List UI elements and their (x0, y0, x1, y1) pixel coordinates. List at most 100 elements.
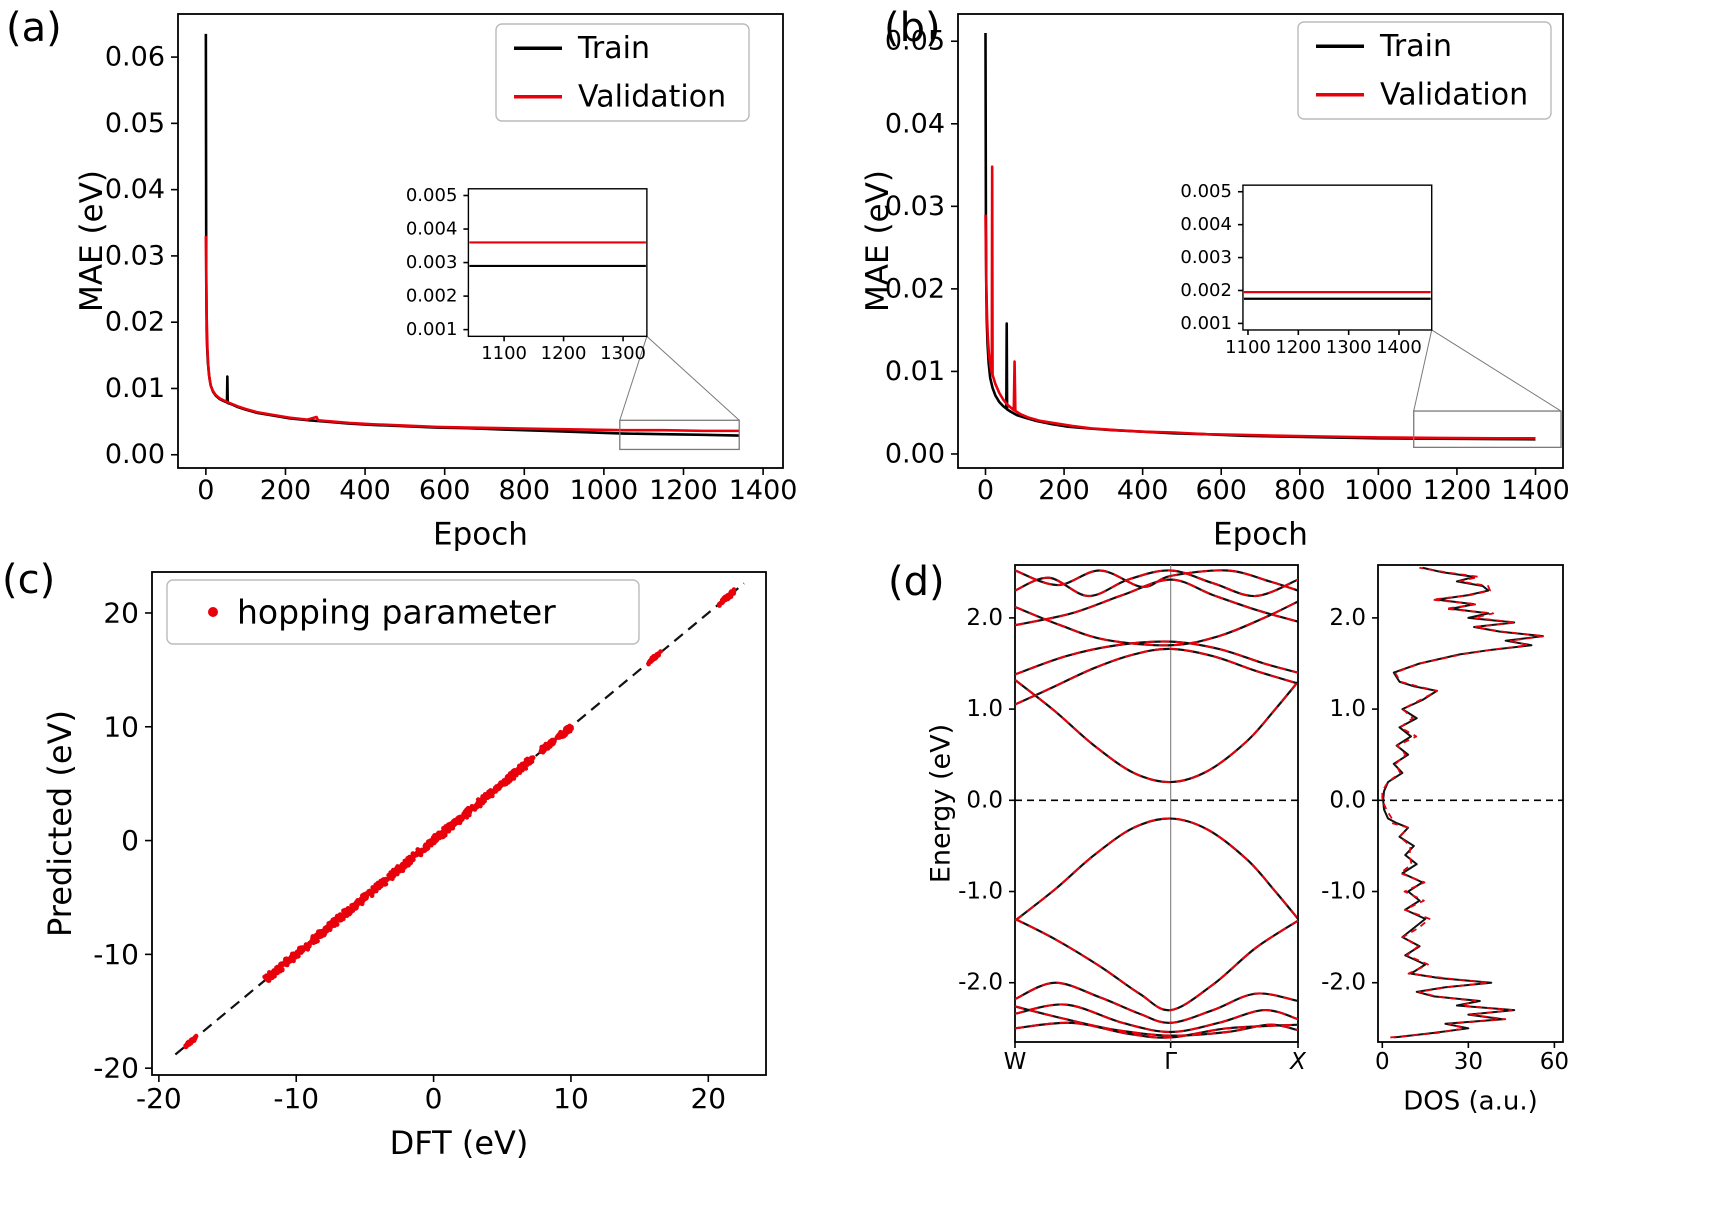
band-pred (1015, 1005, 1298, 1037)
y-tick-label: 0.00 (885, 438, 945, 469)
dos-pred (1381, 566, 1545, 1039)
y-tick-label: -1.0 (958, 879, 1003, 905)
y-tick-label: 20 (103, 596, 139, 629)
x-axis-label: Epoch (433, 516, 528, 552)
legend-marker-dot (208, 607, 218, 617)
validation-curve (984, 165, 1536, 440)
band-pred (1015, 679, 1298, 784)
x-tick-label: 1100 (481, 343, 527, 364)
y-axis-label: Predicted (eV) (41, 710, 79, 937)
y-tick-label: 0.04 (105, 174, 165, 205)
y-tick-label: 0.001 (1180, 313, 1232, 334)
x-tick-label: 400 (339, 475, 391, 506)
x-tick-label: 800 (1274, 475, 1326, 506)
y-tick-label: 0.003 (1180, 247, 1232, 268)
y-tick-label: 10 (103, 710, 139, 743)
panel-d_bands-chart: W Γ X 2.0 1.0 0.0 -1.0 -2.0 Energy (eV) (926, 564, 1307, 1075)
dos-plot-area (1378, 566, 1563, 1039)
y-tick-label: 0.0 (966, 787, 1003, 813)
x-tick-label: 1300 (600, 343, 646, 364)
y-tick-label: 0.0 (1329, 787, 1366, 813)
x-tick-label: 0 (977, 475, 994, 506)
x-tick-label: Γ (1164, 1049, 1177, 1075)
zoom-indicator-rect (619, 419, 740, 451)
x-tick-label: 1400 (729, 475, 798, 506)
y-tick-label: 1.0 (1329, 696, 1366, 722)
x-tick-label: 1400 (1376, 337, 1422, 358)
y-tick-label: 0.05 (885, 26, 945, 57)
band-pred (1015, 569, 1298, 592)
y-tick-label: 0.01 (885, 356, 945, 387)
x-tick-label: 1200 (1275, 337, 1321, 358)
panel-b-label: (b) (884, 5, 941, 51)
band-pred (1015, 1003, 1298, 1033)
y-tick-label: 0.04 (885, 108, 945, 139)
band-pred (1015, 600, 1298, 647)
band-pred (1015, 917, 1298, 1012)
band-pred (1015, 981, 1298, 1024)
x-tick-label: 1100 (1225, 337, 1271, 358)
x-tick-label: X (1289, 1049, 1307, 1075)
x-tick-label: 0 (1375, 1049, 1390, 1075)
x-tick-label: 1400 (1501, 475, 1570, 506)
y-tick-label: 0.005 (406, 185, 458, 206)
y-axis-label: MAE (eV) (74, 170, 110, 312)
y-tick-label: 0.00 (105, 439, 165, 470)
x-tick-label: -10 (273, 1082, 319, 1115)
legend-box (166, 579, 640, 645)
y-tick-label: -20 (93, 1052, 139, 1085)
x-axis-label: Epoch (1213, 516, 1308, 552)
x-tick-label: 800 (499, 475, 551, 506)
y-tick-label: 0.02 (105, 307, 165, 338)
x-tick-label: 200 (260, 475, 312, 506)
y-tick-label: 0.05 (105, 108, 165, 139)
x-tick-label: 600 (419, 475, 471, 506)
x-tick-label: 0 (425, 1082, 443, 1115)
zoom-connector (646, 335, 740, 421)
y-tick-label: 0.004 (406, 219, 458, 240)
panel-c-chart: -20 -10 0 10 20 -20 -10 0 10 20 DFT (eV) Predicted … (41, 571, 767, 1162)
panel-a-label: (a) (6, 5, 62, 51)
x-tick-label: 10 (553, 1082, 589, 1115)
band-pred (1015, 578, 1298, 627)
x-axis-label: DOS (a.u.) (1403, 1086, 1537, 1116)
y-axis-label: MAE (eV) (860, 170, 896, 312)
y-tick-label: 2.0 (966, 605, 1003, 631)
y-tick-label: 0.005 (1180, 181, 1232, 202)
x-tick-label: 400 (1117, 475, 1169, 506)
panel-d-label: (d) (888, 559, 945, 605)
y-tick-label: 0.001 (406, 319, 458, 340)
panel-b-chart: 0 200 400 600 800 1000 1200 1400 0.00 0.01 0.02 0.0… (860, 13, 1570, 552)
x-tick-label: 1000 (1344, 475, 1413, 506)
y-tick-label: -10 (93, 938, 139, 971)
x-tick-label: 1300 (1326, 337, 1372, 358)
x-tick-label: 60 (1540, 1049, 1569, 1075)
zoom-connector (1413, 329, 1433, 412)
x-tick-label: 30 (1454, 1049, 1483, 1075)
zoom-connector (619, 336, 648, 421)
band-dft (1015, 647, 1298, 706)
legend-label: Validation (1380, 77, 1528, 112)
band-pred (1015, 640, 1298, 676)
y-tick-label: 1.0 (966, 696, 1003, 722)
y-tick-label: 0.03 (885, 191, 945, 222)
y-tick-label: 0.002 (406, 286, 458, 307)
panel-c-label: (c) (2, 557, 56, 603)
x-tick-label: -20 (136, 1082, 182, 1115)
x-tick-label: 0 (197, 475, 214, 506)
axes-frame (1242, 184, 1433, 331)
validation-curve (204, 236, 740, 433)
panel-a-chart: 0 200 400 600 800 1000 1200 1400 0.00 0.01 0.02 0.0… (74, 13, 798, 552)
x-tick-label: 200 (1038, 475, 1090, 506)
scatter-points (183, 587, 737, 1050)
band-plot-area (1015, 565, 1298, 1042)
y-tick-label: 0.01 (105, 373, 165, 404)
y-tick-label: 0.002 (1180, 280, 1232, 301)
y-tick-label: 0.06 (105, 42, 165, 73)
x-tick-label: 1000 (570, 475, 639, 506)
x-tick-label: 20 (690, 1082, 726, 1115)
y-tick-label: -2.0 (958, 970, 1003, 996)
x-tick-label: W (1004, 1049, 1027, 1075)
axes-frame (467, 188, 648, 338)
